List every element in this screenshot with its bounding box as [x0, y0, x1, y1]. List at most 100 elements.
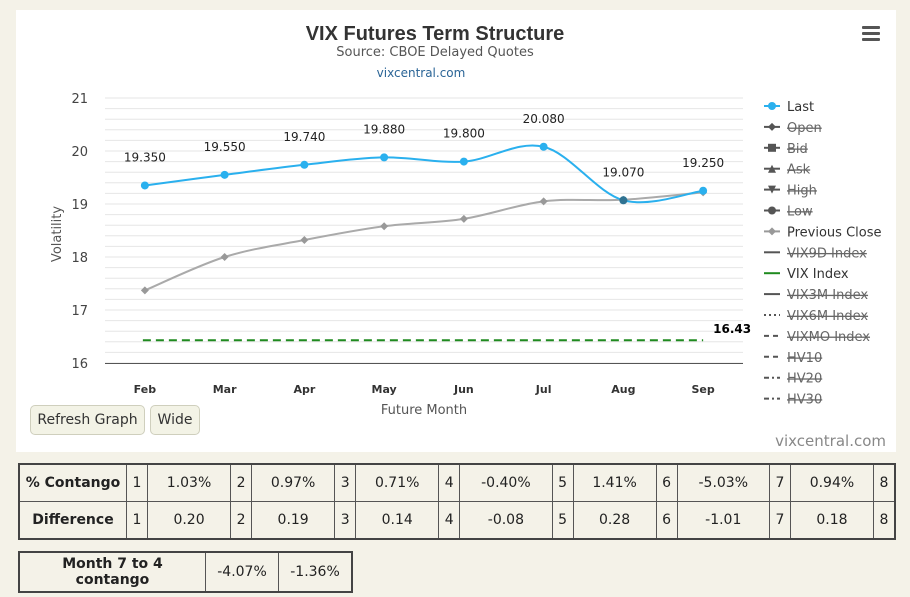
legend-item[interactable]: Bid	[764, 142, 808, 157]
legend-item[interactable]: Ask	[764, 163, 811, 178]
data-label: 19.070	[602, 165, 644, 179]
chart-panel: VIX Futures Term Structure Source: CBOE …	[16, 10, 896, 452]
legend-item[interactable]: VIX Index	[764, 267, 849, 282]
last-point	[539, 142, 548, 151]
term-structure-chart: VIX Futures Term Structure Source: CBOE …	[50, 23, 882, 418]
table-cell: 0.20	[146, 501, 232, 540]
low-point	[619, 196, 628, 205]
legend-item[interactable]: Last	[764, 100, 814, 115]
x-tick-label: Mar	[213, 383, 237, 396]
legend-label: HV20	[787, 372, 822, 387]
x-axis-title: Future Month	[381, 403, 467, 418]
legend-label: Ask	[787, 163, 811, 178]
previous-close-point	[140, 286, 149, 295]
data-label: 19.740	[283, 130, 325, 144]
month-index: 4	[438, 501, 461, 540]
legend-label: VIXMO Index	[787, 330, 870, 345]
month-index: 5	[551, 501, 574, 540]
y-tick-label: 18	[71, 251, 88, 266]
table-cell: -4.07%	[205, 551, 279, 593]
month-index: 1	[126, 463, 148, 502]
x-tick-label: Apr	[293, 383, 315, 396]
refresh-graph-button[interactable]: Refresh Graph	[30, 405, 145, 435]
legend-item[interactable]: VIX9D Index	[764, 246, 867, 261]
legend-label: Low	[787, 205, 813, 220]
contango-table: % Contango 1 1.03% 2 0.97% 3 0.71% 4 -0.…	[18, 463, 896, 540]
month-index: 2	[230, 501, 253, 540]
data-label: 20.080	[523, 112, 565, 126]
grid	[105, 97, 743, 364]
y-tick-label: 16	[71, 357, 88, 372]
table-row: Difference 1 0.20 2 0.19 3 0.14 4 -0.08 …	[18, 501, 896, 540]
table-cell: 1.03%	[146, 463, 232, 502]
month-index: 3	[334, 501, 357, 540]
legend-marker	[768, 164, 776, 173]
chart-subtitle: Source: CBOE Delayed Quotes	[336, 45, 534, 60]
legend-label: VIX Index	[787, 267, 849, 282]
legend-label: High	[787, 184, 817, 199]
legend-item[interactable]: HV30	[764, 393, 822, 408]
legend-item[interactable]: HV10	[764, 351, 822, 366]
legend-item[interactable]: Low	[764, 205, 813, 220]
previous-close-line	[144, 191, 704, 292]
legend-marker	[768, 122, 776, 131]
legend-item[interactable]: High	[764, 184, 817, 199]
row-label: % Contango	[18, 463, 127, 502]
y-tick-label: 20	[71, 145, 88, 160]
legend-label: VIX6M Index	[787, 309, 868, 324]
legend-marker	[768, 102, 776, 110]
summary-table: Month 7 to 4 contango -4.07% -1.36%	[18, 551, 353, 593]
vix-index-label: 16.43	[713, 322, 751, 336]
table-cell: 1.41%	[572, 463, 657, 502]
legend-label: VIX9D Index	[787, 246, 867, 261]
previous-close-point	[300, 236, 309, 245]
last-point	[220, 170, 229, 179]
y-tick-label: 17	[71, 304, 88, 319]
legend-label: Bid	[787, 142, 808, 157]
month-index: 8	[873, 463, 896, 502]
legend-item[interactable]: Previous Close	[764, 225, 882, 240]
x-tick-label: Jun	[453, 383, 474, 396]
legend-item[interactable]: Open	[764, 121, 822, 136]
legend-label: Last	[787, 100, 814, 115]
previous-close-point	[459, 214, 468, 223]
y-axis-title: Volatility	[50, 206, 65, 262]
table-cell: -0.08	[459, 501, 553, 540]
data-label: 19.550	[204, 140, 246, 154]
previous-close-point	[539, 197, 548, 206]
table-cell: -1.01	[676, 501, 770, 540]
last-point	[380, 153, 389, 162]
table-cell: 0.18	[789, 501, 875, 540]
last-point	[699, 186, 708, 195]
x-axis: Feb Mar Apr May Jun Jul Aug Sep	[134, 383, 715, 396]
month-index: 6	[655, 501, 678, 540]
table-cell: 0.14	[355, 501, 440, 540]
previous-close-point	[380, 222, 389, 231]
last-point	[300, 160, 309, 169]
chart-title: VIX Futures Term Structure	[306, 23, 565, 45]
month-index: 6	[655, 463, 678, 502]
legend-item[interactable]: VIX3M Index	[764, 288, 868, 303]
credit-link[interactable]: vixcentral.com	[775, 432, 886, 450]
row-label: Month 7 to 4 contango	[18, 551, 206, 593]
month-index: 8	[873, 501, 896, 540]
previous-close-point	[220, 253, 229, 261]
legend-marker	[768, 143, 776, 152]
x-tick-label: Jul	[535, 383, 552, 396]
table-cell: 0.94%	[789, 463, 875, 502]
row-label: Difference	[18, 501, 127, 540]
legend-item[interactable]: VIX6M Index	[764, 309, 868, 324]
x-tick-label: Aug	[611, 383, 635, 396]
legend-item[interactable]: HV20	[764, 372, 822, 387]
legend-marker	[768, 206, 776, 215]
data-label: 19.350	[124, 150, 166, 164]
wide-button[interactable]: Wide	[150, 405, 200, 435]
legend-marker	[768, 227, 776, 236]
month-index: 1	[126, 501, 148, 540]
legend-item[interactable]: VIXMO Index	[764, 330, 870, 345]
menu-icon[interactable]	[862, 26, 880, 42]
table-row: Month 7 to 4 contango -4.07% -1.36%	[18, 551, 353, 593]
chart-source-link[interactable]: vixcentral.com	[377, 66, 466, 80]
legend[interactable]: Last Open Bid Ask High Low Previous Close VIX9D…	[764, 100, 882, 408]
legend-label: Previous Close	[787, 225, 882, 240]
